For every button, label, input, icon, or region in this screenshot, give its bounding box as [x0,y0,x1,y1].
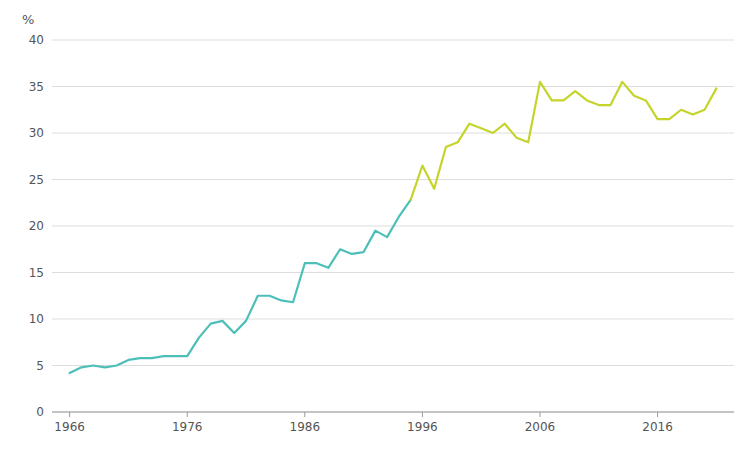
chart: 0 5 10 15 20 25 30 35 40 1966 1976 1986 1996 2006 2016… [0,0,756,450]
grid-line [52,133,734,134]
x-tick-label: 1996 [407,420,438,434]
grid [52,40,734,412]
x-tick [539,412,540,417]
y-tick-label: 0 [36,405,44,419]
grid-line [52,179,734,180]
grid-line [52,319,734,320]
grid-line [52,40,734,41]
grid-line [52,272,734,273]
x-tick-label: 1976 [172,420,203,434]
y-tick-label: 15 [29,266,44,280]
x-tick-label: 2016 [642,420,673,434]
y-axis-label: % [22,12,34,27]
x-tick [69,412,70,417]
y-tick-label: 20 [29,219,44,233]
x-tick [657,412,658,417]
x-tick [422,412,423,417]
x-axis-line [52,412,734,413]
y-tick-label: 10 [29,312,44,326]
x-tick [187,412,188,417]
line [70,200,411,373]
x-tick-label: 2006 [525,420,556,434]
grid-line [52,365,734,366]
grid-line [52,412,734,413]
line [411,82,717,200]
y-tick-label: 40 [29,33,44,47]
x-tick [304,412,305,417]
y-tick-label: 30 [29,126,44,140]
y-tick-label: 5 [36,359,44,373]
plot-area [70,82,717,373]
y-tick-label: 35 [29,80,44,94]
grid-line [52,86,734,87]
x-tick-label: 1966 [54,420,85,434]
x-tick-label: 1986 [290,420,321,434]
y-tick-label: 25 [29,173,44,187]
